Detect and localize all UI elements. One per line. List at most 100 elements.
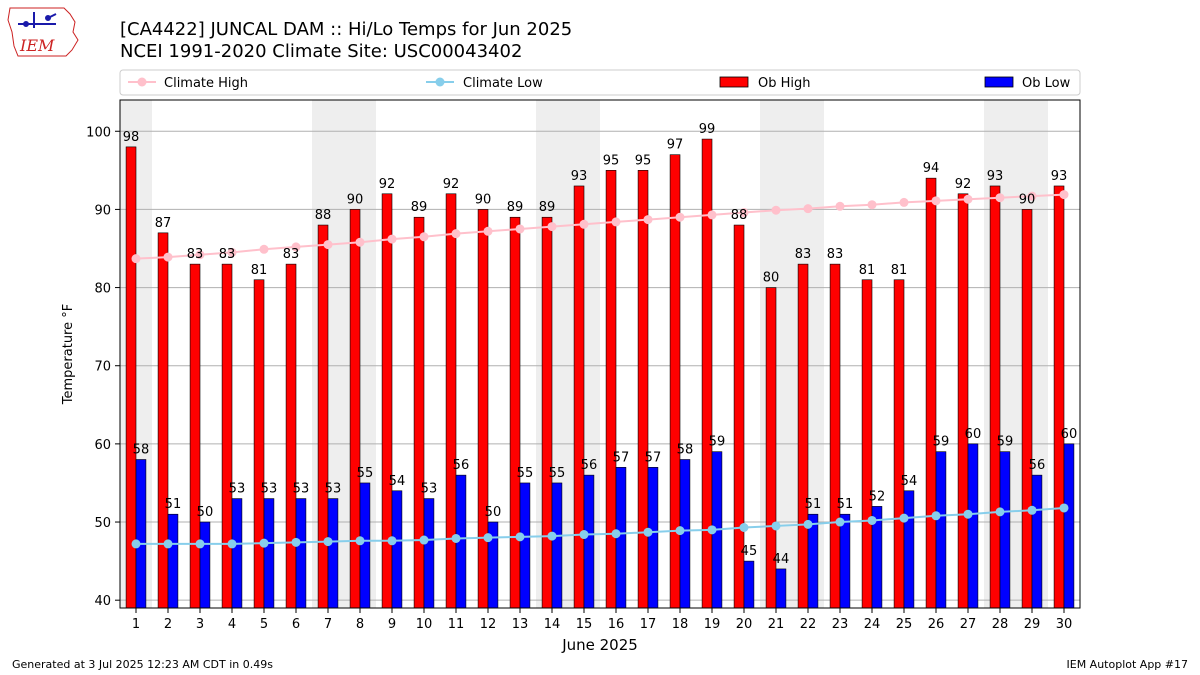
plot-frame	[119, 99, 1081, 609]
data-label-ob-high-day-21: 80	[763, 271, 780, 286]
data-label-ob-low-day-17: 57	[645, 450, 662, 465]
bar-ob-high-day-13	[509, 216, 521, 609]
bar-ob-high-day-18	[669, 154, 681, 609]
y-tick-label-50: 50	[94, 516, 111, 531]
data-label-ob-high-day-27: 92	[955, 177, 972, 192]
climate-low-point-day-16	[611, 529, 621, 539]
data-label-ob-low-day-29: 56	[1029, 458, 1046, 473]
bar-ob-low-day-10	[423, 498, 435, 609]
bar-ob-low-day-7	[327, 498, 339, 609]
y-tick-label-100: 100	[86, 125, 111, 140]
data-label-ob-high-day-17: 95	[635, 153, 652, 168]
data-label-ob-low-day-6: 53	[293, 482, 310, 497]
data-label-ob-low-day-26: 59	[933, 435, 950, 450]
bar-ob-low-day-2	[167, 513, 179, 609]
bar-ob-high-day-7	[317, 224, 329, 609]
data-label-ob-high-day-20: 88	[731, 208, 748, 223]
bar-ob-high-day-12	[477, 209, 489, 609]
bar-ob-low-day-29	[1031, 474, 1043, 609]
data-label-ob-low-day-12: 50	[485, 505, 502, 520]
climate-high-point-day-16	[611, 217, 621, 227]
climate-low-point-day-5	[259, 538, 269, 548]
data-label-ob-high-day-24: 81	[859, 263, 876, 278]
climate-high-point-day-5	[259, 244, 269, 254]
data-label-ob-high-day-13: 89	[507, 200, 524, 215]
climate-high-point-day-11	[451, 229, 461, 239]
x-tick-label-30: 30	[1056, 617, 1073, 632]
data-label-ob-high-day-14: 89	[539, 200, 556, 215]
climate-high-point-day-17	[643, 215, 653, 225]
legend-frame	[119, 69, 1081, 96]
climate-high-point-day-15	[579, 219, 589, 229]
y-axis-title: Temperature °F	[61, 304, 76, 405]
climate-low-point-day-17	[643, 527, 653, 537]
climate-high-point-day-10	[419, 232, 429, 242]
data-label-ob-low-day-9: 54	[389, 474, 406, 489]
legend: Climate High Climate Low Ob High Ob Low	[119, 69, 1081, 96]
bar-ob-high-day-24	[861, 279, 873, 609]
data-label-ob-low-day-25: 54	[901, 474, 918, 489]
legend-item-climate-low: Climate Low	[426, 76, 543, 91]
x-tick-label-8: 8	[356, 617, 364, 632]
data-label-ob-low-day-23: 51	[837, 497, 854, 512]
climate-high-point-day-29	[1027, 191, 1037, 201]
climate-low-point-day-24	[867, 515, 877, 525]
climate-low-point-day-7	[323, 537, 333, 547]
chart-title-line1: [CA4422] JUNCAL DAM :: Hi/Lo Temps for J…	[120, 19, 572, 40]
climate-low-point-day-10	[419, 535, 429, 545]
climate-high-point-day-30	[1059, 190, 1069, 200]
data-label-ob-high-day-11: 92	[443, 177, 460, 192]
bar-ob-low-day-20	[743, 560, 755, 609]
x-tick-label-17: 17	[640, 617, 657, 632]
bar-ob-high-day-15	[573, 185, 585, 609]
bar-ob-high-day-27	[957, 193, 969, 609]
climate-low-point-day-22	[803, 519, 813, 529]
data-label-ob-high-day-19: 99	[699, 122, 716, 137]
climate-high-point-day-22	[803, 204, 813, 214]
data-label-ob-low-day-2: 51	[165, 497, 182, 512]
climate-low-point-day-11	[451, 533, 461, 543]
data-label-ob-low-day-16: 57	[613, 450, 630, 465]
climate-high-point-day-21	[771, 205, 781, 215]
bar-ob-low-day-8	[359, 482, 371, 609]
legend-label-climate-low: Climate Low	[463, 76, 543, 91]
legend-label-ob-low: Ob Low	[1022, 76, 1071, 91]
data-label-ob-low-day-14: 55	[549, 466, 566, 481]
climate-high-line	[135, 193, 1065, 260]
climate-high-point-day-23	[835, 201, 845, 211]
data-label-ob-low-day-4: 53	[229, 482, 246, 497]
climate-low-point-day-28	[995, 507, 1005, 517]
y-tick-label-40: 40	[94, 594, 111, 609]
x-tick-label-7: 7	[324, 617, 332, 632]
bar-ob-high-day-4	[221, 263, 233, 609]
bar-ob-low-day-30	[1063, 443, 1075, 609]
climate-low-point-day-18	[675, 526, 685, 536]
data-label-ob-low-day-22: 51	[805, 497, 822, 512]
climate-low-point-day-12	[483, 533, 493, 543]
data-label-ob-low-day-7: 53	[325, 482, 342, 497]
data-label-ob-high-day-28: 93	[987, 169, 1004, 184]
x-tick-label-14: 14	[544, 617, 561, 632]
x-tick-label-25: 25	[896, 617, 913, 632]
bar-ob-low-day-28	[999, 451, 1011, 609]
data-label-ob-high-day-2: 87	[155, 216, 172, 231]
bar-ob-high-day-17	[637, 170, 649, 609]
bar-ob-high-day-23	[829, 263, 841, 609]
gridlines	[120, 130, 1080, 601]
data-label-ob-low-day-18: 58	[677, 443, 694, 458]
data-label-ob-high-day-15: 93	[571, 169, 588, 184]
climate-low-point-day-26	[931, 511, 941, 521]
bar-ob-high-day-19	[701, 138, 713, 609]
bar-ob-high-day-22	[797, 263, 809, 609]
x-axis-title: June 2025	[561, 636, 638, 654]
bar-ob-high-day-3	[189, 263, 201, 609]
x-tick-label-16: 16	[608, 617, 625, 632]
x-tick-label-4: 4	[228, 617, 236, 632]
bar-ob-high-day-10	[413, 216, 425, 609]
bar-ob-high-day-29	[1021, 209, 1033, 609]
bar-ob-low-day-13	[519, 482, 531, 609]
climate-low-point-day-8	[355, 536, 365, 546]
x-tick-label-13: 13	[512, 617, 529, 632]
x-tick-label-24: 24	[864, 617, 881, 632]
